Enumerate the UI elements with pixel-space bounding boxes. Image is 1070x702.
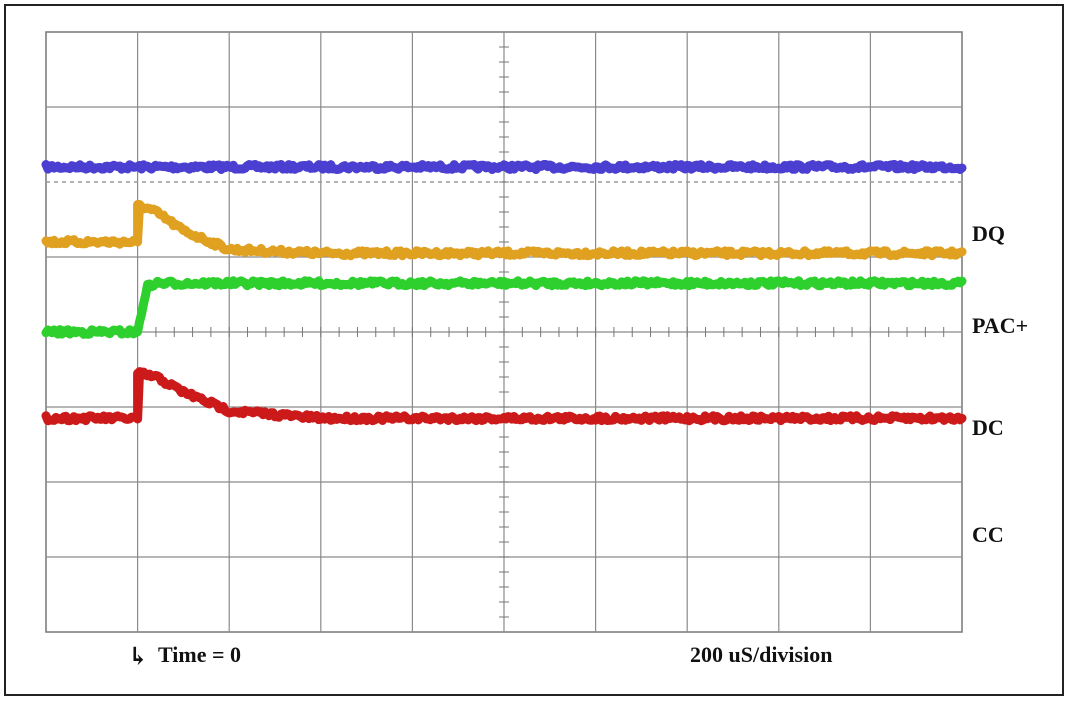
figure-frame [4,4,1064,696]
series-trace-dq [41,160,967,174]
time-scale-label: 200 uS/division [690,642,833,667]
oscilloscope-plot [41,31,967,633]
series-label-dc: DC [972,415,1004,440]
time-zero-label: Time = 0 [158,642,242,667]
series-trace-pac [41,200,967,261]
time-zero-arrow-icon: ↳ [128,644,149,670]
series-label-dq: DQ [972,221,1005,246]
series-trace-dc [41,276,967,339]
series-label-pac: PAC+ [972,313,1029,338]
series-label-cc: CC [972,522,1004,547]
series-trace-cc [41,367,967,426]
